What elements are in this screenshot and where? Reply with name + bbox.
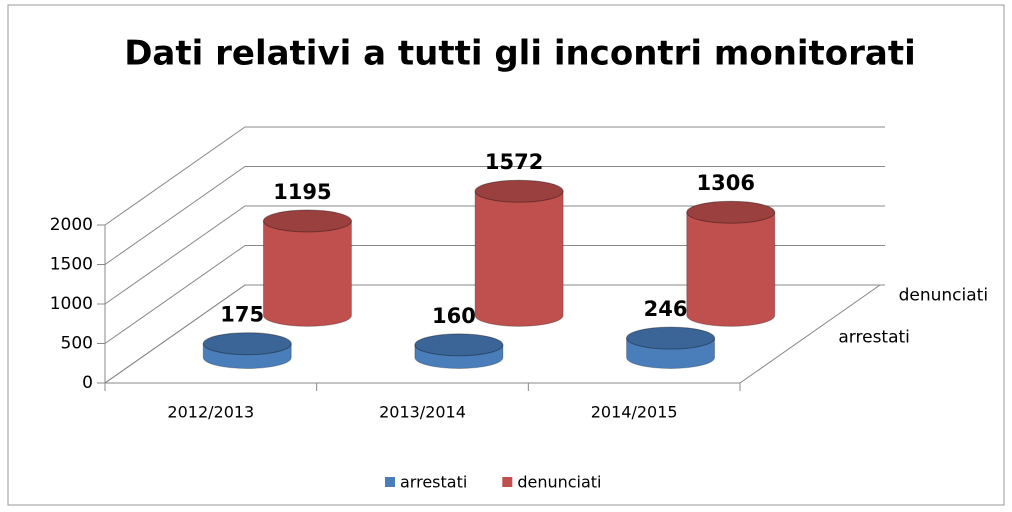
value-label: 1306: [697, 171, 755, 195]
y-tick-label: 0: [82, 373, 93, 393]
value-label: 160: [432, 304, 476, 328]
cylinder-top: [686, 200, 776, 224]
legend-swatch: [502, 477, 513, 487]
value-label: 175: [220, 303, 264, 327]
cylinder-top: [262, 209, 352, 233]
depth-label: denunciati: [899, 285, 988, 305]
legend-swatch: [385, 477, 395, 487]
y-tick-label: 500: [61, 334, 93, 354]
cylinder: [262, 220, 352, 327]
x-tick-label: 2014/2015: [591, 403, 678, 422]
cylinder: [474, 190, 564, 327]
value-label: 246: [644, 297, 688, 321]
chart-title: Dati relativi a tutti gli incontri monit…: [124, 34, 916, 74]
y-tick-label: 2000: [50, 215, 93, 235]
y-tick-label: 1500: [50, 255, 93, 275]
depth-label: arrestati: [838, 328, 910, 348]
cylinder-top: [202, 332, 292, 356]
value-label: 1572: [485, 150, 543, 174]
legend-label: arrestati: [400, 473, 467, 492]
x-tick-label: 2013/2014: [379, 403, 466, 422]
cylinder-top: [414, 333, 504, 357]
grid-line: [104, 205, 885, 305]
legend-label: denunciati: [517, 473, 601, 492]
x-tick-label: 2012/2013: [167, 403, 254, 422]
cylinder-top: [626, 326, 716, 350]
grid-line: [104, 126, 885, 226]
cylinder: [686, 211, 776, 327]
cylinder-top: [474, 179, 564, 203]
y-tick-label: 1000: [50, 294, 93, 314]
value-label: 1195: [273, 180, 331, 204]
grid-line: [104, 245, 885, 344]
grid-line: [104, 284, 885, 384]
grid-line: [104, 166, 885, 265]
